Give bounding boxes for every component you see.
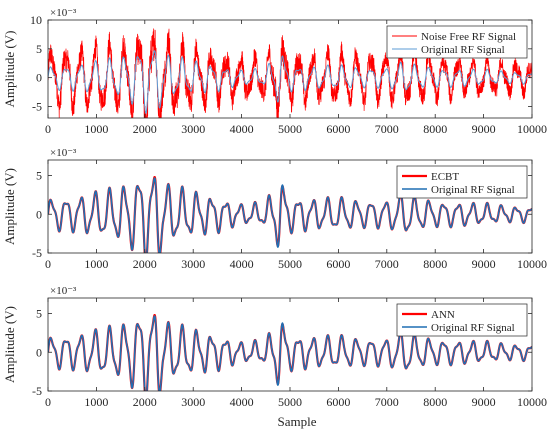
panel-ann: 0 1000 2000 3000 4000 5000 6000 7000 8000 9000 100…: [2, 285, 547, 409]
x-tick-label: 10000: [517, 122, 547, 136]
x-tick-label: 0: [45, 395, 51, 409]
legend-label: Original RF Signal: [431, 184, 515, 196]
y-tick-label: 5: [36, 42, 42, 56]
x-tick-label: 2000: [133, 395, 157, 409]
x-tick-label: 9000: [472, 257, 496, 271]
y-tick-label: 5: [36, 169, 42, 183]
x-tick-label: 8000: [423, 122, 447, 136]
legend-label: ANN: [431, 309, 455, 321]
y-tick-label: -5: [32, 384, 42, 398]
x-tick-label: 9000: [472, 122, 496, 136]
x-tick-label: 6000: [326, 122, 350, 136]
x-tick-label: 4000: [230, 395, 254, 409]
x-tick-label: 7000: [375, 395, 399, 409]
y-axis-label: Amplitude (V): [2, 306, 17, 383]
y-axis-label: Amplitude (V): [2, 168, 17, 245]
x-tick-label: 8000: [423, 395, 447, 409]
y-tick-label: 0: [36, 207, 42, 221]
legend-label: Original RF Signal: [431, 322, 515, 334]
x-tick-label: 0: [45, 122, 51, 136]
y-tick-label: -5: [32, 246, 42, 260]
x-tick-label: 1000: [84, 257, 108, 271]
x-tick-label: 6000: [326, 257, 350, 271]
x-tick-label: 2000: [133, 122, 157, 136]
x-tick-label: 5000: [278, 257, 302, 271]
x-tick-label: 0: [45, 257, 51, 271]
legend-box: [386, 25, 528, 59]
x-tick-label: 1000: [84, 395, 108, 409]
legend-box: [396, 165, 528, 199]
y-exponent-label: ×10⁻³: [50, 7, 77, 19]
legend-label: ECBT: [431, 171, 459, 183]
legend-label: Original RF Signal: [421, 44, 505, 56]
legend-label: Noise Free RF Signal: [421, 31, 516, 43]
y-tick-label: 0: [36, 71, 42, 85]
x-tick-label: 4000: [230, 122, 254, 136]
x-tick-label: 10000: [517, 395, 547, 409]
x-tick-label: 3000: [181, 257, 205, 271]
legend-box: [396, 303, 528, 337]
y-exponent-label: ×10⁻³: [50, 147, 77, 159]
x-tick-label: 5000: [278, 122, 302, 136]
panel-ecbt: 0 1000 2000 3000 4000 5000 6000 7000 8000 9000 100…: [2, 147, 547, 271]
series-line-noise-free-rf-signal: [48, 28, 532, 118]
panel-noise-free: 0 1000 2000 3000 4000 5000 6000 7000 8000 9000 100…: [2, 7, 547, 136]
x-tick-label: 2000: [133, 257, 157, 271]
x-tick-label: 5000: [278, 395, 302, 409]
y-tick-label: 10: [30, 13, 42, 27]
series-line-original-rf-signal: [48, 315, 532, 391]
x-axis-label: Sample: [278, 414, 317, 429]
series-line-original-rf-signal: [48, 50, 532, 114]
x-tick-label: 10000: [517, 257, 547, 271]
x-tick-label: 3000: [181, 122, 205, 136]
y-tick-label: 0: [36, 345, 42, 359]
x-tick-label: 6000: [326, 395, 350, 409]
y-tick-label: 5: [36, 307, 42, 321]
x-tick-label: 7000: [375, 122, 399, 136]
x-tick-label: 3000: [181, 395, 205, 409]
y-axis-label: Amplitude (V): [2, 31, 17, 108]
x-tick-label: 1000: [84, 122, 108, 136]
x-tick-label: 8000: [423, 257, 447, 271]
x-tick-label: 4000: [230, 257, 254, 271]
series-line-original-rf-signal: [48, 177, 532, 253]
y-exponent-label: ×10⁻³: [50, 285, 77, 297]
y-tick-label: -5: [32, 99, 42, 113]
x-tick-label: 9000: [472, 395, 496, 409]
x-tick-label: 7000: [375, 257, 399, 271]
